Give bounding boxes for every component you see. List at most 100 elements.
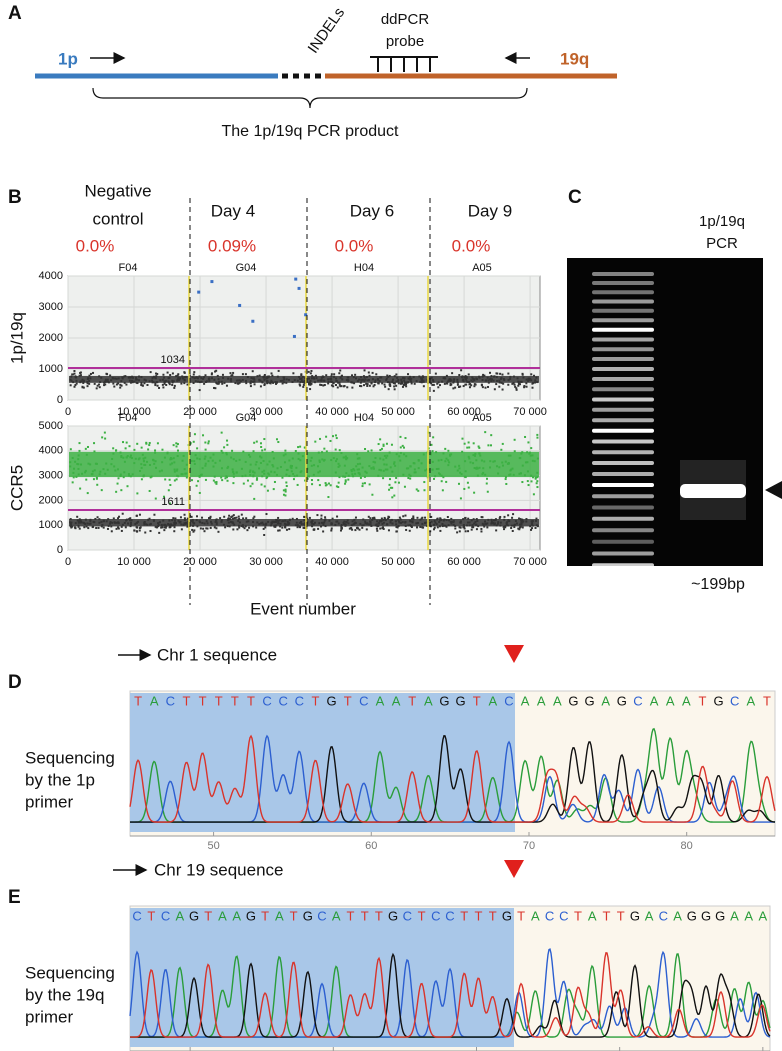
dot bbox=[530, 474, 533, 477]
base: A bbox=[645, 908, 654, 923]
dot bbox=[159, 379, 162, 382]
dot bbox=[171, 519, 174, 522]
dot bbox=[353, 518, 356, 521]
dot bbox=[183, 379, 186, 382]
dot bbox=[105, 380, 108, 383]
dot bbox=[102, 519, 105, 522]
dot bbox=[220, 476, 223, 479]
dot bbox=[350, 381, 353, 384]
dot bbox=[337, 465, 340, 468]
dot bbox=[249, 455, 252, 458]
x-tick-label: 70 000 bbox=[513, 406, 547, 418]
dot bbox=[184, 472, 187, 475]
ladder-band bbox=[592, 367, 654, 371]
dot bbox=[71, 373, 74, 376]
dot bbox=[263, 378, 266, 381]
dot bbox=[365, 376, 368, 379]
dot bbox=[193, 433, 196, 436]
dot bbox=[291, 457, 294, 460]
dot bbox=[113, 521, 116, 524]
dot bbox=[366, 383, 369, 386]
dot bbox=[275, 438, 278, 441]
dot bbox=[434, 475, 437, 478]
dot bbox=[309, 388, 312, 391]
cluster bbox=[69, 375, 539, 383]
dot bbox=[72, 381, 75, 384]
dot bbox=[92, 371, 95, 374]
dot bbox=[181, 377, 184, 380]
dot bbox=[391, 522, 394, 525]
dot bbox=[304, 523, 307, 526]
dot bbox=[404, 525, 407, 528]
dot bbox=[492, 379, 495, 382]
dot bbox=[493, 522, 496, 525]
dot bbox=[228, 525, 231, 528]
dot bbox=[506, 521, 509, 524]
dot bbox=[214, 520, 217, 523]
dot bbox=[161, 461, 164, 464]
dot bbox=[204, 448, 207, 451]
base: C bbox=[403, 908, 412, 923]
dot bbox=[252, 450, 255, 453]
base: C bbox=[278, 693, 287, 708]
base: T bbox=[474, 908, 482, 923]
ladder-band bbox=[592, 483, 654, 488]
x-axis-label: Event number bbox=[250, 599, 356, 618]
group-name: Negative bbox=[84, 181, 151, 200]
dot bbox=[161, 448, 164, 451]
dot bbox=[203, 457, 206, 460]
dot bbox=[385, 463, 388, 466]
dot bbox=[316, 514, 319, 517]
dot bbox=[181, 459, 184, 462]
dot bbox=[292, 472, 295, 475]
dot bbox=[345, 521, 348, 524]
dot bbox=[323, 383, 326, 386]
dot bbox=[163, 376, 166, 379]
base: T bbox=[698, 693, 706, 708]
dot bbox=[163, 382, 166, 385]
dot bbox=[432, 528, 435, 531]
dot bbox=[377, 522, 380, 525]
dot bbox=[520, 380, 523, 383]
base: A bbox=[537, 693, 546, 708]
dot bbox=[354, 373, 357, 376]
dot bbox=[113, 385, 116, 388]
dot bbox=[176, 443, 179, 446]
dot bbox=[167, 522, 170, 525]
dot bbox=[493, 460, 496, 463]
dot bbox=[441, 489, 444, 492]
dot bbox=[104, 380, 107, 383]
dot bbox=[367, 450, 370, 453]
dot bbox=[74, 522, 77, 525]
dot bbox=[467, 517, 470, 520]
dot bbox=[412, 518, 415, 521]
dot bbox=[454, 524, 457, 527]
dot bbox=[382, 521, 385, 524]
dot bbox=[489, 371, 492, 374]
dot bbox=[366, 384, 369, 387]
dot bbox=[102, 468, 105, 471]
dot bbox=[531, 521, 534, 524]
dot bbox=[378, 380, 381, 383]
dot bbox=[322, 530, 325, 533]
dot bbox=[362, 375, 365, 378]
product-label: The 1p/19q PCR product bbox=[222, 123, 400, 140]
dot bbox=[183, 382, 186, 385]
dot bbox=[214, 370, 217, 373]
dot bbox=[154, 497, 157, 500]
dot bbox=[164, 478, 167, 481]
dot bbox=[382, 458, 385, 461]
dot bbox=[450, 522, 453, 525]
base: G bbox=[502, 908, 512, 923]
base: T bbox=[418, 908, 426, 923]
bracket bbox=[92, 87, 528, 109]
dot bbox=[475, 528, 478, 531]
dot bbox=[501, 442, 504, 445]
dot bbox=[266, 463, 269, 466]
dot bbox=[343, 520, 346, 523]
dot bbox=[283, 381, 286, 384]
dot bbox=[498, 466, 501, 469]
threshold-label: 1611 bbox=[161, 496, 185, 508]
dot bbox=[520, 523, 523, 526]
dot bbox=[424, 469, 427, 472]
